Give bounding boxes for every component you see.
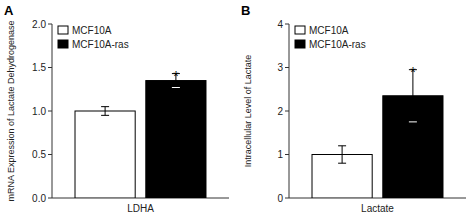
x-tick-label: LDHA: [127, 203, 154, 214]
panel-label: B: [241, 3, 250, 18]
plot-area: [312, 70, 443, 198]
y-axis-label: Intracellular Level of Lactate: [243, 55, 253, 168]
error-cap: [172, 87, 180, 88]
y-tick: [48, 111, 52, 112]
figure: A 0.0 0.5 1.0 1.5 2.0 mRNA Expression of Lacta…: [0, 0, 474, 221]
y-tick-label: 2.0: [32, 19, 46, 30]
significance: *: [173, 68, 179, 84]
y-tick: [285, 198, 289, 199]
bar: [146, 81, 206, 198]
error-bar: [338, 146, 346, 163]
y-tick: [285, 154, 289, 155]
y-tick-label: 1: [277, 149, 283, 160]
y-tick-label: 0.5: [32, 149, 46, 160]
panel-label: A: [4, 3, 14, 18]
legend-label: MCF10A-ras: [72, 39, 129, 50]
error-cap: [338, 145, 346, 146]
y-tick-label: 1.5: [32, 62, 46, 73]
error-stem: [342, 146, 343, 163]
legend-label: MCF10A-ras: [309, 39, 366, 50]
y-tick: [48, 24, 52, 25]
error-cap: [409, 121, 417, 122]
y-tick: [285, 24, 289, 25]
y-tick: [285, 111, 289, 112]
bar: [75, 111, 135, 198]
y-tick-label: 0: [277, 193, 283, 204]
legend: MCF10A MCF10A-ras: [295, 25, 366, 50]
legend-swatch: [295, 26, 305, 34]
legend-label: MCF10A: [309, 25, 349, 36]
error-bar: [101, 107, 109, 116]
y-tick-label: 4: [277, 19, 283, 30]
y-tick-label: 1.0: [32, 106, 46, 117]
y-tick: [48, 154, 52, 155]
legend-swatch: [58, 40, 68, 48]
error-cap: [101, 106, 109, 107]
panel: B 0 1 2 3 4 Intracellular Level of Lactate Lact…: [241, 3, 466, 214]
y-tick: [285, 67, 289, 68]
legend: MCF10A MCF10A-ras: [58, 25, 129, 50]
plot-area: [75, 74, 206, 198]
y-tick-label: 2: [277, 106, 283, 117]
y-tick-label: 0.0: [32, 193, 46, 204]
panel: A 0.0 0.5 1.0 1.5 2.0 mRNA Expression of Lacta…: [4, 3, 229, 214]
error-cap: [101, 115, 109, 116]
legend-label: MCF10A: [72, 25, 112, 36]
y-tick-label: 3: [277, 62, 283, 73]
error-cap: [338, 163, 346, 164]
y-axis-label: mRNA Expression of Lactate Dehydrogenase: [6, 20, 16, 201]
x-tick-label: Lactate: [361, 203, 394, 214]
significance: *: [410, 64, 416, 80]
y-tick: [48, 67, 52, 68]
y-tick: [48, 198, 52, 199]
legend-swatch: [58, 26, 68, 34]
legend-swatch: [295, 40, 305, 48]
error-stem: [105, 107, 106, 116]
